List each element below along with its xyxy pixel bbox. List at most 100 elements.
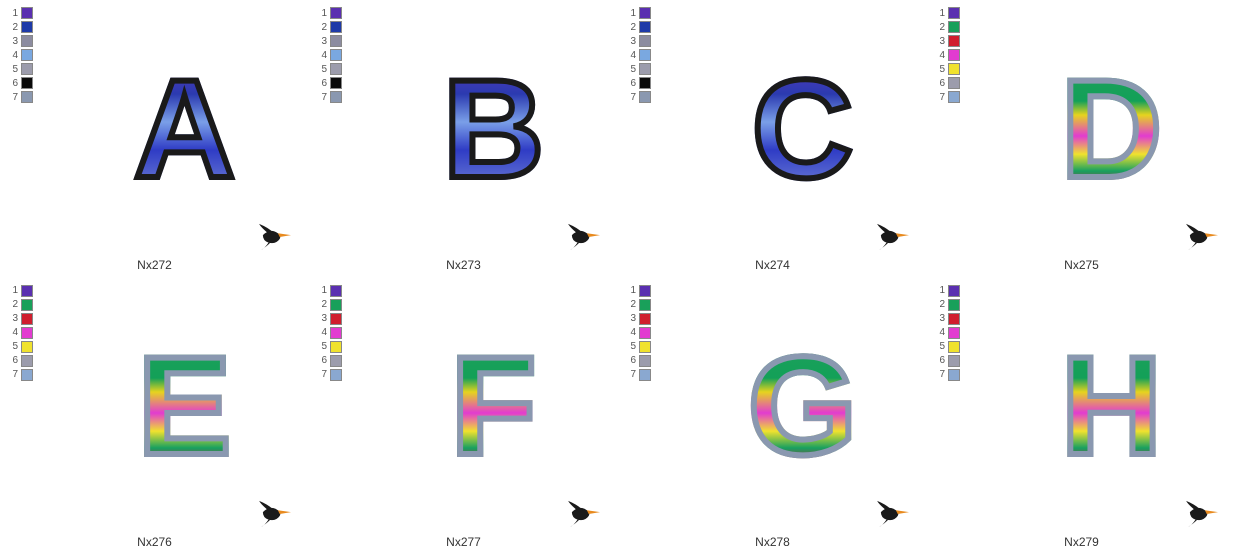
- hummingbird-icon: [1184, 222, 1222, 252]
- design-caption: Nx272: [0, 258, 309, 272]
- palette-index: 4: [315, 327, 327, 338]
- embroidery-letter: F: [451, 336, 537, 476]
- embroidery-letter: H: [1061, 336, 1162, 476]
- palette-row: 2: [933, 20, 960, 34]
- palette-row: 1: [6, 6, 33, 20]
- color-palette: 1234567: [624, 284, 651, 382]
- design-preview: B: [389, 20, 598, 238]
- design-cell[interactable]: 1234567H Nx279: [927, 278, 1236, 555]
- design-cell[interactable]: 1234567D Nx275: [927, 0, 1236, 278]
- palette-row: 1: [624, 284, 651, 298]
- palette-row: 2: [624, 20, 651, 34]
- palette-row: 5: [6, 62, 33, 76]
- palette-row: 6: [624, 76, 651, 90]
- palette-index: 3: [933, 313, 945, 324]
- palette-index: 4: [933, 50, 945, 61]
- palette-row: 1: [933, 284, 960, 298]
- hummingbird-icon: [1184, 499, 1222, 529]
- palette-row: 4: [6, 48, 33, 62]
- palette-row: 3: [933, 34, 960, 48]
- palette-index: 6: [933, 355, 945, 366]
- design-cell[interactable]: 1234567F Nx277: [309, 278, 618, 555]
- palette-swatch: [639, 63, 651, 75]
- palette-row: 7: [933, 368, 960, 382]
- palette-index: 2: [6, 22, 18, 33]
- palette-index: 3: [6, 313, 18, 324]
- palette-row: 7: [315, 368, 342, 382]
- palette-row: 4: [624, 326, 651, 340]
- palette-index: 2: [624, 22, 636, 33]
- palette-row: 1: [315, 284, 342, 298]
- palette-swatch: [21, 355, 33, 367]
- brand-logo: [566, 499, 604, 529]
- design-cell[interactable]: 1234567E Nx276: [0, 278, 309, 555]
- hummingbird-icon: [566, 222, 604, 252]
- palette-swatch: [948, 49, 960, 61]
- palette-index: 2: [315, 299, 327, 310]
- palette-swatch: [948, 327, 960, 339]
- palette-swatch: [330, 63, 342, 75]
- palette-index: 6: [624, 78, 636, 89]
- palette-index: 4: [624, 327, 636, 338]
- palette-index: 3: [624, 36, 636, 47]
- brand-logo: [257, 499, 295, 529]
- design-cell[interactable]: 1234567G Nx278: [618, 278, 927, 555]
- palette-index: 7: [933, 92, 945, 103]
- brand-logo: [875, 222, 913, 252]
- color-palette: 1234567: [933, 6, 960, 104]
- design-caption: Nx273: [309, 258, 618, 272]
- palette-swatch: [21, 7, 33, 19]
- palette-row: 6: [6, 354, 33, 368]
- palette-index: 1: [624, 8, 636, 19]
- palette-row: 4: [6, 326, 33, 340]
- palette-swatch: [639, 313, 651, 325]
- palette-swatch: [948, 63, 960, 75]
- palette-swatch: [21, 91, 33, 103]
- palette-row: 1: [315, 6, 342, 20]
- palette-index: 2: [933, 22, 945, 33]
- palette-swatch: [948, 7, 960, 19]
- palette-row: 3: [933, 312, 960, 326]
- hummingbird-icon: [875, 499, 913, 529]
- palette-row: 2: [6, 20, 33, 34]
- palette-index: 2: [933, 299, 945, 310]
- palette-row: 5: [315, 340, 342, 354]
- palette-row: 3: [624, 34, 651, 48]
- design-cell[interactable]: 1234567B Nx273: [309, 0, 618, 278]
- palette-index: 5: [315, 341, 327, 352]
- palette-swatch: [330, 49, 342, 61]
- hummingbird-icon: [875, 222, 913, 252]
- palette-index: 3: [933, 36, 945, 47]
- palette-index: 5: [933, 64, 945, 75]
- brand-logo: [257, 222, 295, 252]
- palette-swatch: [948, 313, 960, 325]
- palette-swatch: [948, 77, 960, 89]
- palette-swatch: [21, 35, 33, 47]
- palette-swatch: [21, 285, 33, 297]
- palette-index: 4: [933, 327, 945, 338]
- palette-row: 3: [315, 312, 342, 326]
- palette-swatch: [21, 299, 33, 311]
- palette-swatch: [639, 355, 651, 367]
- palette-swatch: [948, 21, 960, 33]
- palette-index: 3: [315, 36, 327, 47]
- palette-row: 2: [315, 20, 342, 34]
- palette-row: 1: [6, 284, 33, 298]
- palette-swatch: [948, 369, 960, 381]
- brand-logo: [1184, 222, 1222, 252]
- palette-row: 6: [6, 76, 33, 90]
- palette-swatch: [21, 63, 33, 75]
- palette-row: 6: [933, 354, 960, 368]
- palette-swatch: [948, 91, 960, 103]
- palette-row: 3: [624, 312, 651, 326]
- color-palette: 1234567: [315, 6, 342, 104]
- palette-row: 2: [315, 298, 342, 312]
- design-cell[interactable]: 1234567A Nx272: [0, 0, 309, 278]
- color-palette: 1234567: [315, 284, 342, 382]
- palette-index: 6: [624, 355, 636, 366]
- palette-index: 3: [6, 36, 18, 47]
- palette-swatch: [330, 35, 342, 47]
- palette-row: 7: [315, 90, 342, 104]
- design-cell[interactable]: 1234567C Nx274: [618, 0, 927, 278]
- palette-index: 3: [315, 313, 327, 324]
